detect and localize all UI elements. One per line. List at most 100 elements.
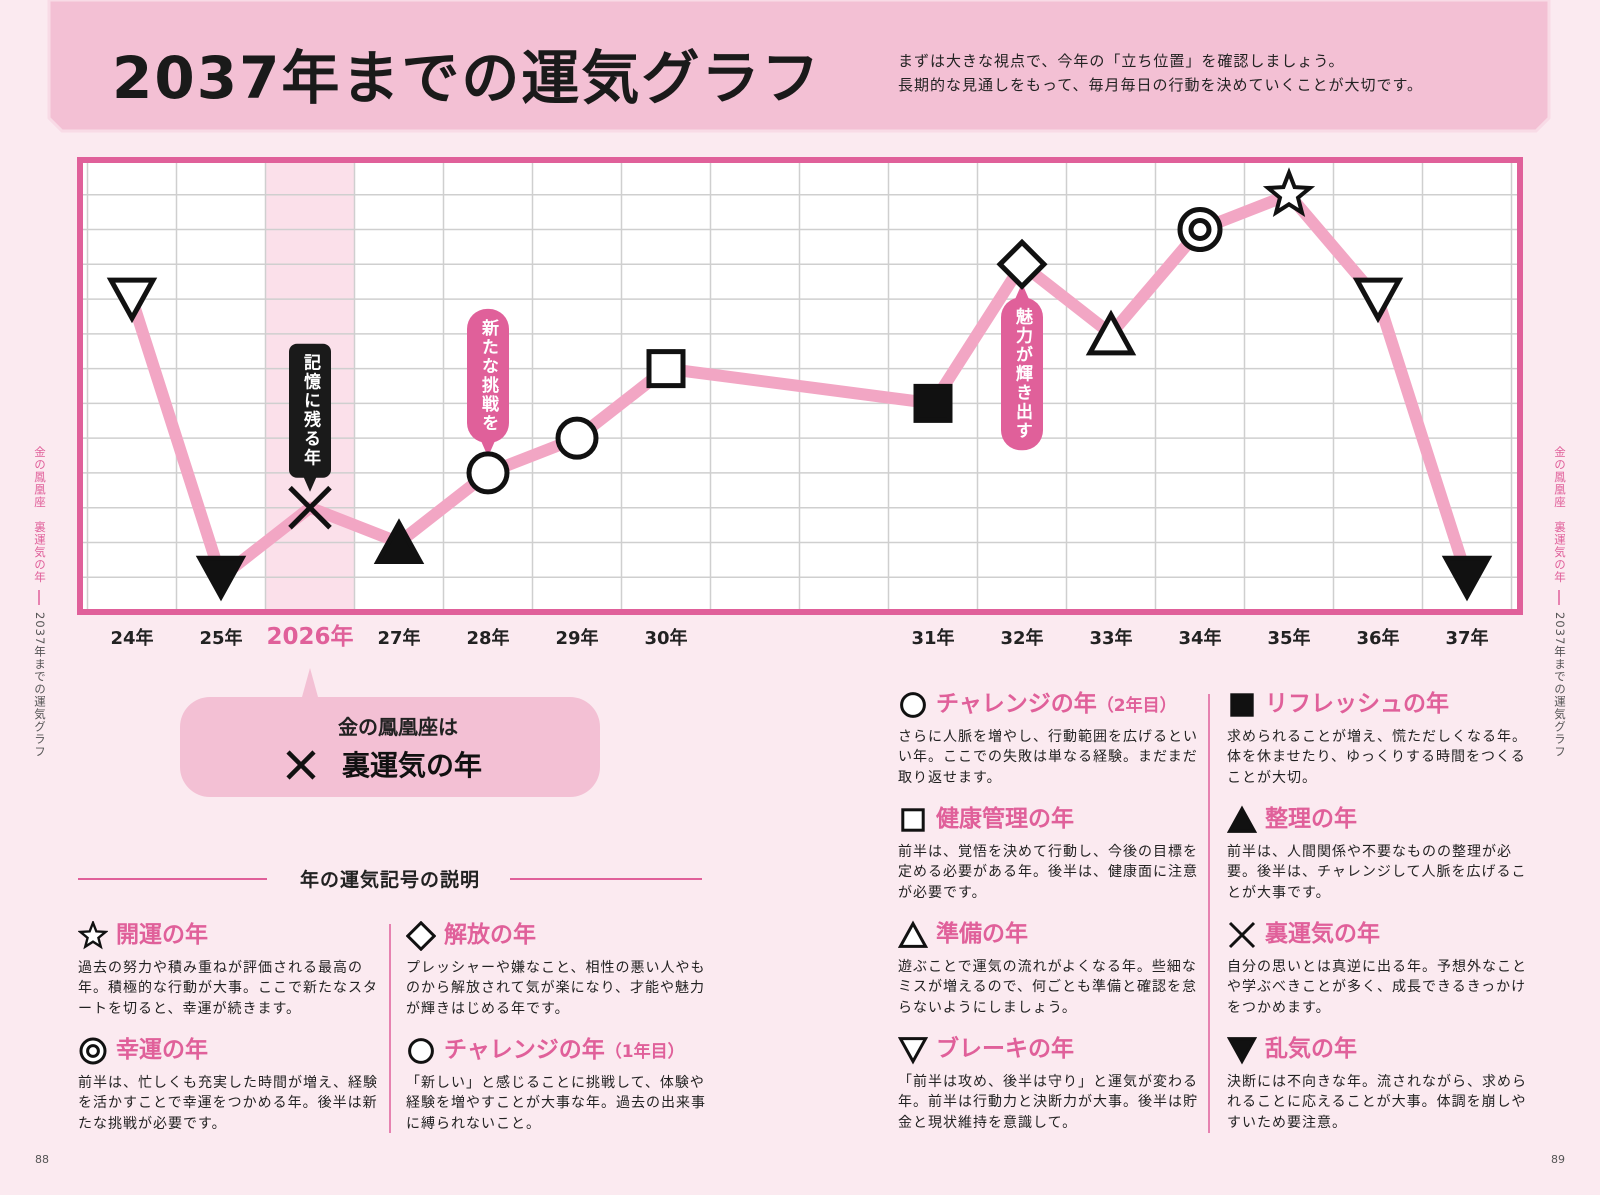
x-tick-label: 36年 [1356, 627, 1399, 649]
legend-item-title-text: チャレンジの年 [444, 1037, 605, 1063]
line-segment [1016, 258, 1117, 340]
marker [78, 921, 108, 950]
legend-item-text: 「新しい」と感じることに挑戦して、体験や経験を増やすことが大事な年。過去の出来事… [406, 1075, 706, 1132]
marker [1228, 921, 1256, 949]
legend-icon [78, 921, 108, 950]
legend-item-title-text: 裏運気の年 [1265, 921, 1380, 947]
marker [288, 485, 332, 530]
legend-item-text: 前半は、忙しくも充実した時間が増え、経験を活かすことで幸運をつかめる年。後半は新… [78, 1075, 378, 1132]
marker [1441, 555, 1493, 602]
marker [646, 349, 686, 389]
header-subtitle: 長期的な見通しをもって、毎月毎日の行動を決めていくことが大切です。 [898, 76, 1423, 94]
callout-box [180, 697, 600, 797]
legend-item-text: 遊ぶことで運気の流れがよくなる年。些細なミスが増えるので、何ごとも準備と確認を怠… [898, 959, 1198, 1016]
marker-stroke [288, 485, 332, 530]
legend-icon [79, 1037, 107, 1065]
legend-item-title-text: 幸運の年 [116, 1037, 208, 1063]
legend-item-title-text: 準備の年 [936, 921, 1028, 947]
line-segment [126, 293, 227, 584]
page-number: 89 [1551, 1153, 1565, 1166]
legend-item-subtitle: （1年目） [604, 1042, 685, 1062]
chart: 記憶に残る年 新たな挑戦を 魅力が輝き出す 24年 25年 2026年 27年 28年 29年 3… [77, 157, 1523, 650]
legend-item-text: 前半は、覚悟を決めて行動し、今後の目標を定める必要がある年。後半は、健康面に注意… [898, 844, 1198, 901]
legend-item-title: チャレンジの年（1年目） [444, 1035, 685, 1067]
legend-icon [1230, 693, 1254, 717]
legend-item-title-text: 整理の年 [1265, 806, 1357, 832]
marker-ring [86, 1044, 100, 1058]
x-tick-label: 34年 [1178, 627, 1221, 649]
header-band [47, 0, 1551, 133]
page-number: 88 [35, 1153, 49, 1166]
legend-item-text: さらに人脈を増やし、行動範囲を広げるといい年。ここでの失敗は単なる経験。まだまだ… [898, 729, 1198, 786]
marker [1177, 207, 1223, 253]
x-tick-label: 2026年 [266, 623, 353, 650]
legend-icon [406, 921, 436, 951]
legend-item-text: 決断には不向きな年。流されながら、求められることに応えることが大事。体調を崩しや… [1227, 1074, 1527, 1131]
legend-item-title-text: 乱気の年 [1265, 1036, 1357, 1062]
marker [106, 277, 158, 324]
legend-item-title: ブレーキの年 [936, 1034, 1074, 1064]
legend-item-title-text: 解放の年 [444, 922, 536, 948]
legend-item-title: 準備の年 [936, 919, 1028, 949]
legend-icon [898, 1037, 928, 1065]
x-tick-label: 29年 [555, 627, 598, 649]
legend-item-title-text: リフレッシュの年 [1265, 691, 1449, 717]
legend-icon [1227, 1037, 1257, 1065]
callout-line2: 裏運気の年 [341, 749, 482, 782]
legend-item-text: 自分の思いとは真逆に出る年。予想外なことや学ぶべきことが多く、成長できるきっかけ… [1227, 959, 1527, 1016]
legend-item-title: 裏運気の年 [1265, 919, 1380, 949]
legend-item-text: プレッシャーや嫌なこと、相性の悪い人やものから解放されて気が楽になり、才能や魅力… [406, 960, 706, 1017]
legend-item-title: 解放の年 [444, 920, 536, 950]
annotation-pointer [481, 440, 495, 457]
annotation: 新たな挑戦を [467, 308, 509, 457]
callout-pointer [302, 668, 318, 697]
legend-icon [900, 692, 926, 718]
legend-item-title-text: ブレーキの年 [936, 1036, 1074, 1062]
legend-item-title: リフレッシュの年 [1265, 689, 1449, 719]
side-sign: 金の鳳凰座 裏運気の年 [1553, 446, 1567, 584]
legend-icon [901, 808, 925, 832]
plot-frame [77, 157, 1523, 615]
marker [900, 692, 926, 718]
callout-line1: 金の鳳凰座は [338, 715, 458, 739]
marker [1262, 167, 1316, 218]
legend-item-title-text: 健康管理の年 [936, 806, 1074, 832]
marker [373, 518, 425, 564]
line-segment [1105, 223, 1206, 340]
marker-ring [1188, 218, 1212, 242]
annotation-box [1001, 297, 1043, 451]
marker [901, 808, 925, 832]
legend-item-text: 前半は、人間関係や不要なものの整理が必要。後半は、チャレンジして人脈を広げること… [1227, 844, 1527, 901]
marker [79, 1037, 107, 1065]
marker [1227, 1037, 1257, 1065]
annotation-box [467, 308, 509, 443]
legend-item-title-text: チャレンジの年 [936, 691, 1097, 717]
marker [898, 1037, 928, 1065]
annotation-text: 魅力が輝き出す [1012, 306, 1034, 440]
side-chapter: 2037年までの運気グラフ [33, 612, 47, 758]
x-tick-label: 31年 [911, 627, 954, 649]
annotation-text: 記憶に残る年 [300, 354, 322, 468]
side-sign: 金の鳳凰座 裏運気の年 [33, 446, 47, 584]
x-tick-label: 30年 [644, 627, 687, 649]
legend-icon [1227, 805, 1257, 833]
legend-item-text: 過去の努力や積み重ねが評価される最高の年。積極的な行動が大事。ここで新たなスター… [78, 960, 378, 1017]
line-segment [1372, 293, 1473, 584]
marker [1085, 309, 1137, 356]
x-tick-label: 33年 [1089, 627, 1132, 649]
line-segment [927, 258, 1028, 410]
marker [996, 238, 1048, 290]
annotation-pointer [303, 475, 317, 492]
marker [1227, 805, 1257, 833]
legend-item-subtitle: （2年目） [1096, 696, 1177, 716]
legend-title: 年の運気記号の説明 [300, 868, 480, 891]
annotation-text: 新たな挑戦を [478, 318, 500, 433]
x-tick-label: 25年 [199, 627, 242, 649]
legend-item-title: チャレンジの年（2年目） [936, 689, 1177, 721]
x-tick-label: 32年 [1000, 627, 1043, 649]
marker [1230, 693, 1254, 717]
legend-item-title: 健康管理の年 [936, 804, 1074, 834]
legend-icon [898, 920, 928, 948]
header-title: 2037年までの運気グラフ [112, 44, 821, 112]
